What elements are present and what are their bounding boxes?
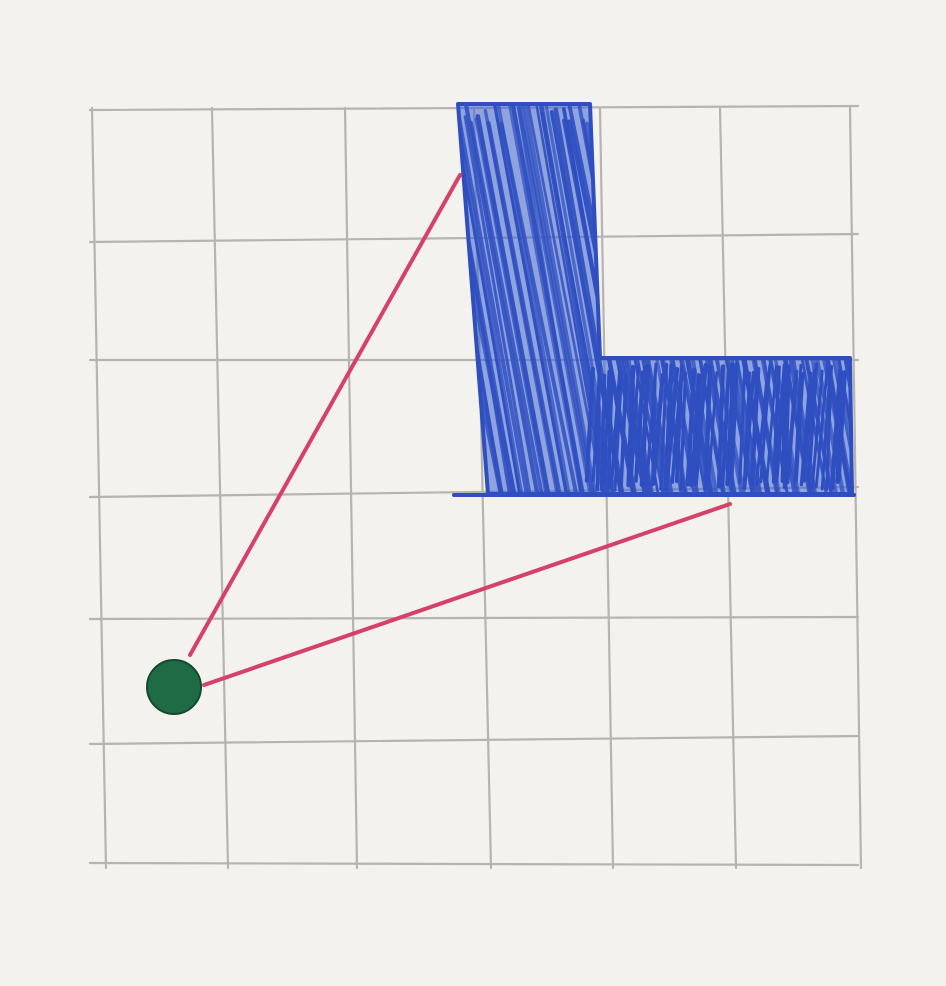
- grid-vertical-line: [210, 106, 230, 870]
- scribble-stroke: [499, 121, 581, 494]
- scribble-stroke: [458, 118, 531, 494]
- scribble-stroke: [651, 373, 665, 486]
- scribble-stroke: [689, 373, 703, 488]
- scribble-stroke: [837, 370, 847, 482]
- scribble-stroke: [525, 104, 607, 494]
- scribble-stroke: [663, 366, 680, 492]
- scribble-stroke: [458, 111, 518, 494]
- grid-horizontal-line: [88, 615, 860, 621]
- scribble-stroke: [458, 104, 525, 494]
- sight-lines: [188, 173, 732, 687]
- scribble-stroke: [799, 371, 813, 487]
- scribble-stroke: [634, 365, 647, 483]
- scribble-stroke: [707, 371, 719, 483]
- scribble-stroke: [720, 368, 731, 490]
- scribble-stroke: [806, 362, 819, 484]
- grid-horizontal-line: [88, 861, 860, 867]
- scribble-stroke: [595, 362, 602, 492]
- scribble-stroke: [629, 364, 640, 485]
- scribble-stroke: [516, 104, 597, 494]
- scribble-stroke: [606, 371, 614, 490]
- scribble-stroke: [829, 368, 843, 491]
- scribble-stroke: [825, 364, 833, 491]
- scribble-stroke: [674, 364, 684, 484]
- scribble-stroke: [619, 373, 628, 491]
- scribble-stroke: [609, 368, 622, 490]
- sight-line: [188, 173, 462, 657]
- scribble-stroke: [794, 372, 805, 483]
- scribble-stroke: [599, 373, 607, 491]
- scribble-stroke: [639, 364, 651, 488]
- observer-dot: [146, 659, 202, 715]
- scribble-stroke: [602, 369, 611, 487]
- scribble-stroke: [785, 369, 799, 485]
- scribble-stroke: [742, 371, 756, 491]
- scribble-stroke: [613, 369, 624, 492]
- scribble-stroke: [584, 366, 595, 483]
- scribble-stroke: [759, 363, 772, 484]
- scribble-stroke: [810, 369, 824, 489]
- scribble-stroke: [738, 366, 747, 485]
- scribble-stroke: [716, 364, 726, 489]
- scribble-stroke: [626, 365, 636, 488]
- scribble-stroke: [729, 362, 739, 485]
- scribble-stroke: [659, 362, 669, 491]
- scribble-stroke: [771, 365, 781, 484]
- grid-horizontal-line: [88, 734, 860, 746]
- scribble-stroke: [802, 368, 816, 483]
- sight-line: [202, 502, 732, 687]
- scribble-stroke: [814, 365, 829, 489]
- scribble-stroke: [515, 104, 584, 494]
- scribble-stroke: [773, 362, 788, 484]
- scribble-stroke: [685, 367, 697, 487]
- scribble-stroke: [765, 364, 778, 490]
- scribble-stroke: [754, 372, 769, 487]
- scribble-stroke: [679, 371, 687, 492]
- scribble-stroke: [553, 107, 627, 494]
- scribble-stroke: [693, 362, 708, 487]
- scribble-stroke: [462, 104, 542, 494]
- scribble-stroke: [493, 104, 570, 494]
- scribble-stroke: [522, 104, 599, 494]
- scribble-stroke: [782, 364, 791, 490]
- scribble-stroke: [704, 365, 713, 487]
- scribble-stroke: [517, 106, 595, 494]
- scribble-stroke: [469, 120, 546, 494]
- scribble-stroke: [475, 114, 553, 494]
- scribble-stroke: [820, 374, 832, 491]
- scribble-stroke: [463, 115, 534, 494]
- scribble-stroke: [483, 108, 561, 494]
- scribble-stroke: [780, 362, 789, 483]
- grid-vertical-line: [90, 106, 108, 870]
- scribble-stroke: [749, 366, 761, 487]
